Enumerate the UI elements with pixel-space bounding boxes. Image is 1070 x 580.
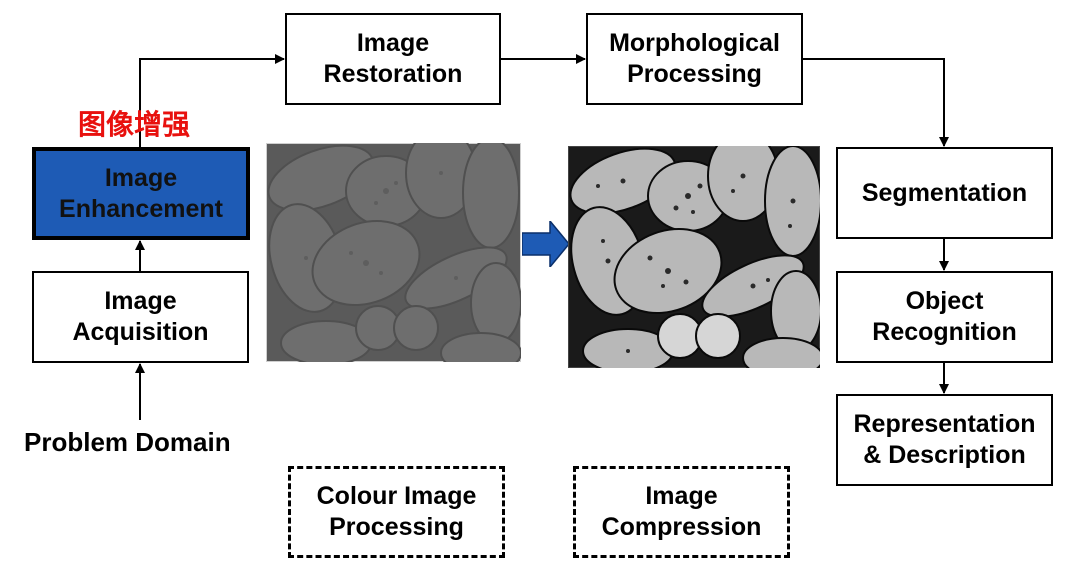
image-compression-box: Image Compression [573,466,790,558]
image-enhancement-box: Image Enhancement [32,147,250,240]
representation-description-box: Representation & Description [836,394,1053,486]
morphological-processing-box: Morphological Processing [586,13,803,105]
enhancement-arrow [522,221,570,267]
colour-image-processing-box: Colour Image Processing [288,466,505,558]
segmentation-box: Segmentation [836,147,1053,239]
image-acquisition-box: Image Acquisition [32,271,249,363]
after-image [568,146,820,368]
image-restoration-box: Image Restoration [285,13,501,105]
problem-domain-label: Problem Domain [24,427,231,457]
arrow-enhancement-to-restoration [139,54,285,147]
object-recognition-box: Object Recognition [836,271,1053,363]
arrow-morphological-to-segmentation [802,58,949,147]
before-image [266,143,521,362]
image-enhancement-chinese-label: 图像增强 [78,108,191,141]
